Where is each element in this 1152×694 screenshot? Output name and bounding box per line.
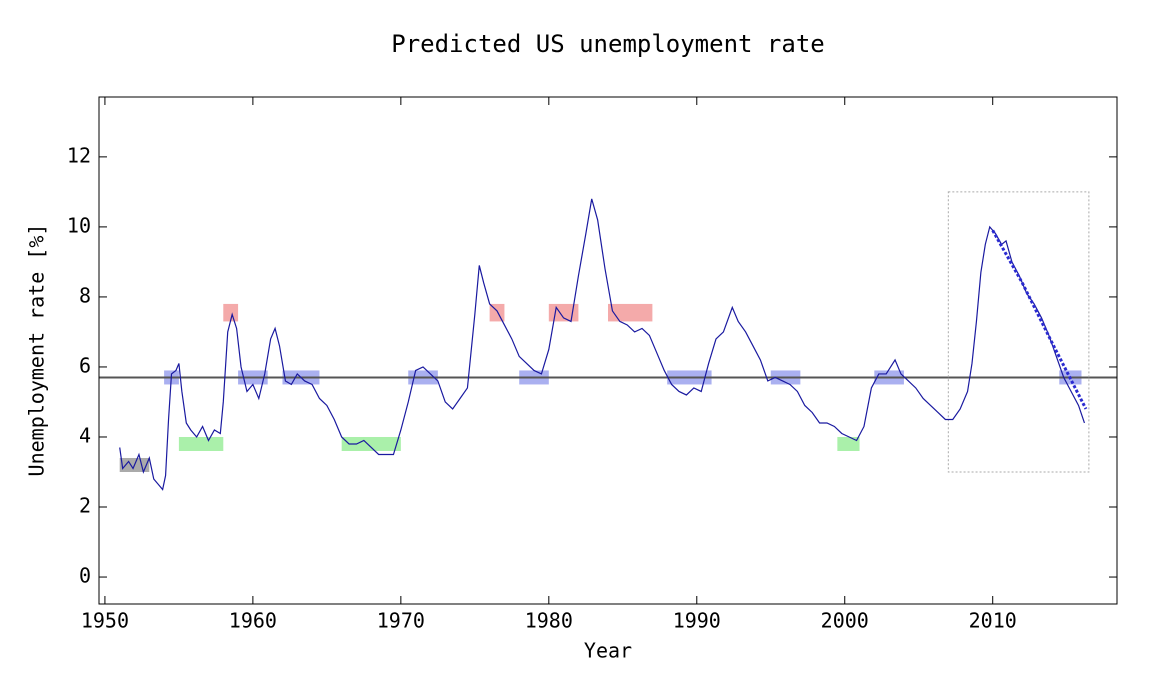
x-tick-label: 1970 bbox=[377, 609, 425, 633]
x-tick-label: 2000 bbox=[821, 609, 869, 633]
x-tick-label: 1960 bbox=[229, 609, 277, 633]
y-axis-label: Unemployment rate [%] bbox=[25, 224, 49, 477]
region bbox=[608, 303, 653, 322]
x-tick-label: 1980 bbox=[525, 609, 573, 633]
y-tick-label: 8 bbox=[79, 283, 91, 307]
y-tick-label: 6 bbox=[79, 353, 91, 377]
chart-title: Predicted US unemployment rate bbox=[391, 30, 824, 58]
y-tick-label: 4 bbox=[79, 423, 91, 447]
region bbox=[223, 303, 239, 322]
y-tick-label: 10 bbox=[67, 213, 91, 237]
x-tick-label: 2010 bbox=[969, 609, 1017, 633]
plot-frame bbox=[98, 96, 1118, 605]
region bbox=[341, 436, 401, 451]
x-tick-label: 1950 bbox=[81, 609, 129, 633]
region bbox=[837, 436, 860, 451]
y-tick-label: 0 bbox=[79, 564, 91, 588]
y-tick-label: 2 bbox=[79, 494, 91, 518]
data-line bbox=[119, 198, 1086, 491]
forecast-window bbox=[947, 191, 1090, 473]
region bbox=[178, 436, 224, 451]
data-line bbox=[991, 229, 1088, 410]
x-tick-label: 1990 bbox=[673, 609, 721, 633]
x-axis-label: Year bbox=[584, 639, 632, 663]
y-tick-label: 12 bbox=[67, 143, 91, 167]
